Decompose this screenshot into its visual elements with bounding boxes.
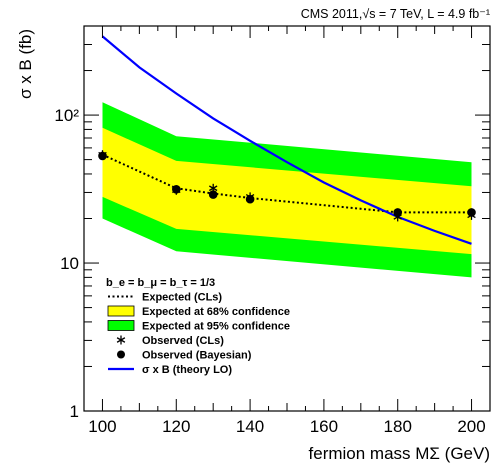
y-tick-label: 10² xyxy=(54,106,79,125)
point-observed-bayesian xyxy=(98,151,107,161)
markers-layer xyxy=(98,150,476,222)
legend-swatch xyxy=(116,335,126,345)
x-axis-title: fermion mass MΣ (GeV) xyxy=(309,444,490,463)
legend-swatch xyxy=(107,305,135,317)
legend-label: Observed (Bayesian) xyxy=(142,350,252,362)
point-observed-bayesian xyxy=(208,190,218,199)
legend-label: σ x B (theory LO) xyxy=(142,364,232,376)
x-tick-label: 200 xyxy=(457,417,485,436)
legend-entry: Observed (CLs) xyxy=(116,335,224,347)
series-line-expected-cls xyxy=(102,153,472,214)
x-tick-label: 140 xyxy=(236,417,264,436)
x-tick-label: 180 xyxy=(384,417,412,436)
x-tick-label: 120 xyxy=(162,417,190,436)
legend-label: Expected at 68% confidence xyxy=(142,306,290,318)
lines-layer xyxy=(101,35,472,245)
legend-label: Expected at 95% confidence xyxy=(142,321,290,333)
y-axis-title: σ x B (fb) xyxy=(16,29,35,99)
series-line-x-b-theory-lo xyxy=(101,35,472,245)
legend-label: Observed (CLs) xyxy=(142,335,224,347)
chart-title: CMS 2011,√s = 7 TeV, L = 4.9 fb⁻¹ xyxy=(301,7,490,21)
legend-entry: σ x B (theory LO) xyxy=(108,364,232,376)
point-observed-bayesian xyxy=(245,194,255,204)
axes-layer: 100 120 140 160 180 200 1 10 10² xyxy=(54,25,491,436)
legend-label: Expected (CLs) xyxy=(142,292,222,304)
bands-layer xyxy=(102,102,472,278)
point-observed-bayesian xyxy=(172,185,181,194)
legend-entry: Expected (CLs) xyxy=(108,292,222,304)
legend-entry: Expected at 68% confidence xyxy=(107,305,290,318)
x-tick-label: 160 xyxy=(310,417,338,436)
y-tick-label: 10 xyxy=(60,254,79,273)
legend: b_e = b_μ = b_τ = 1/3 Expected (CLs) Expec… xyxy=(106,277,290,376)
band-expected-at-68-confidence xyxy=(102,127,472,255)
legend-header: b_e = b_μ = b_τ = 1/3 xyxy=(106,277,215,289)
legend-entry: Observed (Bayesian) xyxy=(117,350,252,362)
point-observed-bayesian xyxy=(393,208,403,217)
point-observed-bayesian xyxy=(467,208,476,217)
x-tick-label: 100 xyxy=(88,417,116,436)
y-tick-label: 1 xyxy=(70,402,79,421)
legend-swatch xyxy=(117,350,125,359)
legend-entry: Expected at 95% confidence xyxy=(107,320,290,333)
legend-swatch xyxy=(107,320,135,331)
